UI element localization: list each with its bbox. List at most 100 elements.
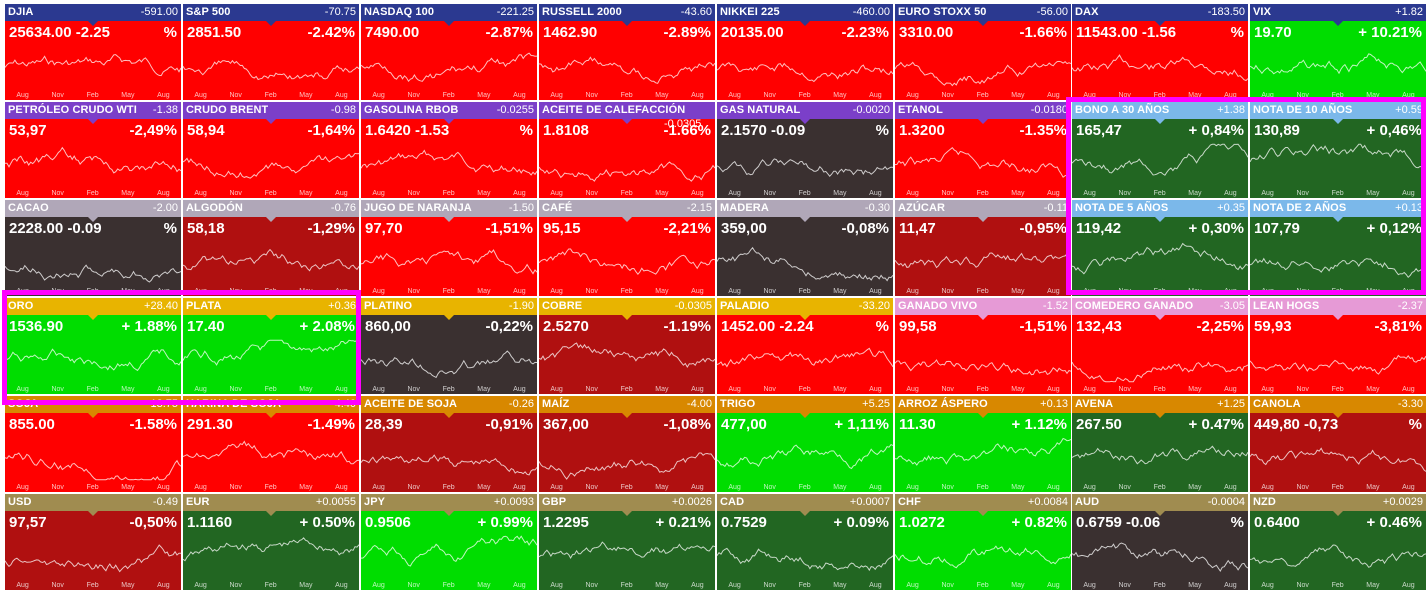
sparkline bbox=[539, 342, 715, 368]
net-change: -56.00 bbox=[1036, 6, 1068, 18]
tile-cobre[interactable]: COBRE -0.0305 2.5270 -1.19% Aug Nov Feb May Aug bbox=[539, 298, 715, 394]
tile-cad[interactable]: CAD +0.0007 0.7529 + 0.09% Aug Nov Feb May Aug bbox=[717, 494, 893, 590]
sparkline-path bbox=[361, 350, 537, 379]
axis-label: Feb bbox=[976, 190, 989, 197]
tile-nikkei-225[interactable]: NIKKEI 225 -460.00 20135.00 -2.23% Aug Nov Feb… bbox=[717, 4, 893, 100]
sparkline bbox=[1250, 354, 1426, 375]
tile-canola[interactable]: CANOLA -3.30 449,80 -0,73% Aug Nov Feb May Aug bbox=[1250, 396, 1426, 492]
axis-label: Nov bbox=[763, 92, 776, 99]
tile-header: PLATINO -1.90 bbox=[361, 298, 537, 315]
tile-cacao[interactable]: CACAO -2.00 2228.00 -0.09% Aug Nov Feb May Aug bbox=[5, 200, 181, 296]
axis-label: Nov bbox=[51, 484, 64, 491]
percent-change: -0,95% bbox=[1019, 220, 1067, 237]
tile-gbp[interactable]: GBP +0.0026 1.2295 + 0.21% Aug Nov Feb May Aug bbox=[539, 494, 715, 590]
axis-label: Feb bbox=[264, 582, 277, 589]
tile-aud[interactable]: AUD -0.0004 0.6759 -0.06% Aug Nov Feb May Aug bbox=[1072, 494, 1248, 590]
tile-paladio[interactable]: PALADIO -33.20 1452.00 -2.24% Aug Nov Feb May A… bbox=[717, 298, 893, 394]
axis-label: Aug bbox=[1261, 190, 1274, 197]
axis-label: Feb bbox=[86, 582, 99, 589]
tile-djia[interactable]: DJIA -591.00 25634.00 -2.25% Aug Nov Feb May Au… bbox=[5, 4, 181, 100]
tile-jpy[interactable]: JPY +0.0093 0.9506 + 0.99% Aug Nov Feb May Aug bbox=[361, 494, 537, 590]
tile-oro[interactable]: ORO +28.40 1536.90 + 1.88% Aug Nov Feb May Aug bbox=[5, 298, 181, 394]
time-axis: Aug Nov Feb May Aug bbox=[1250, 385, 1426, 394]
tile-platino[interactable]: PLATINO -1.90 860,00 -0,22% Aug Nov Feb May Aug bbox=[361, 298, 537, 394]
tile-trigo[interactable]: TRIGO +5.25 477,00 + 1,11% Aug Nov Feb May Aug bbox=[717, 396, 893, 492]
tile-crudo-brent[interactable]: CRUDO BRENT -0.98 58,94 -1,64% Aug Nov Feb May A… bbox=[183, 102, 359, 198]
header-notch bbox=[978, 21, 988, 26]
axis-label: Feb bbox=[442, 288, 455, 295]
axis-label: Feb bbox=[442, 386, 455, 393]
last-price: 3310.00 bbox=[899, 24, 954, 41]
axis-label: Aug bbox=[1224, 386, 1237, 393]
tile-cafe[interactable]: CAFÉ -2.15 95,15 -2,21% Aug Nov Feb May Aug bbox=[539, 200, 715, 296]
tile-gasolina-rbob[interactable]: GASOLINA RBOB -0.0255 1.6420 -1.53% Aug Nov F… bbox=[361, 102, 537, 198]
tile-algodon[interactable]: ALGODÓN -0.76 58,18 -1,29% Aug Nov Feb May Aug bbox=[183, 200, 359, 296]
time-axis: Aug Nov Feb May Aug bbox=[1072, 385, 1248, 394]
last-price: 130,89 bbox=[1254, 122, 1300, 139]
tile-header: PALADIO -33.20 bbox=[717, 298, 893, 315]
tile-gas-natural[interactable]: GAS NATURAL -0.0020 2.1570 -0.09% Aug Nov Feb… bbox=[717, 102, 893, 198]
axis-label: May bbox=[1366, 92, 1380, 99]
tile-nota-de-2-anos[interactable]: NOTA DE 2 AÑOS +0.13 107,79 + 0,12% Aug Nov Fe… bbox=[1250, 200, 1426, 296]
last-price: 11,47 bbox=[899, 220, 936, 237]
instrument-name: GANADO VIVO bbox=[898, 300, 978, 312]
axis-label: Aug bbox=[1047, 386, 1060, 393]
tile-bono-a-30-anos[interactable]: BONO A 30 AÑOS +1.38 165,47 + 0,84% Aug Nov Fe… bbox=[1072, 102, 1248, 198]
axis-label: May bbox=[655, 386, 669, 393]
net-change: +28.40 bbox=[144, 300, 178, 312]
net-change: -3.30 bbox=[1397, 398, 1423, 410]
tile-eur[interactable]: EUR +0.0055 1.1160 + 0.50% Aug Nov Feb May Aug bbox=[183, 494, 359, 590]
tile-sandp-500[interactable]: S&P 500 -70.75 2851.50 -2.42% Aug Nov Feb May Au… bbox=[183, 4, 359, 100]
tile-avena[interactable]: AVENA +1.25 267.50 + 0.47% Aug Nov Feb May Aug bbox=[1072, 396, 1248, 492]
axis-label: May bbox=[1366, 288, 1380, 295]
tile-dax[interactable]: DAX -183.50 11543.00 -1.56% Aug Nov Feb May Aug bbox=[1072, 4, 1248, 100]
percent-change: -0,22% bbox=[485, 318, 533, 335]
last-price: 58,18 bbox=[187, 220, 225, 237]
tile-azucar[interactable]: AZÚCAR -0.11 11,47 -0,95% Aug Nov Feb May Aug bbox=[895, 200, 1071, 296]
tile-etanol[interactable]: ETANOL -0.0180 1.3200 -1.35% Aug Nov Feb May Aug bbox=[895, 102, 1071, 198]
last-price: 2.1570 -0.09 bbox=[721, 122, 806, 139]
sparkline-path bbox=[895, 60, 1071, 87]
tile-nota-de-10-anos[interactable]: NOTA DE 10 AÑOS +0.59 130,89 + 0,46% Aug Nov F… bbox=[1250, 102, 1426, 198]
tile-maiz[interactable]: MAÍZ -4.00 367,00 -1,08% Aug Nov Feb May Aug bbox=[539, 396, 715, 492]
header-notch bbox=[978, 119, 988, 124]
axis-label: May bbox=[477, 582, 491, 589]
time-axis: Aug Nov Feb May Aug bbox=[895, 287, 1071, 296]
last-price: 132,43 bbox=[1076, 318, 1122, 335]
percent-change: + 1.12% bbox=[1011, 416, 1067, 433]
tile-jugo-de-naranja[interactable]: JUGO DE NARANJA -1.50 97,70 -1,51% Aug Nov Feb… bbox=[361, 200, 537, 296]
tile-nasdaq-100[interactable]: NASDAQ 100 -221.25 7490.00 -2.87% Aug Nov Feb M… bbox=[361, 4, 537, 100]
tile-aceite-de-calefaccion[interactable]: ACEITE DE CALEFACCIÓN 1.8108 -1.66% -0.0305… bbox=[539, 102, 715, 198]
tile-russell-2000[interactable]: RUSSELL 2000 -43.60 1462.90 -2.89% Aug Nov Feb… bbox=[539, 4, 715, 100]
last-price: 1.1160 bbox=[187, 514, 233, 531]
tile-madera[interactable]: MADERA -0.30 359,00 -0,08% Aug Nov Feb May Aug bbox=[717, 200, 893, 296]
axis-label: Feb bbox=[620, 484, 633, 491]
tile-arroz-aspero[interactable]: ARROZ ÁSPERO +0.13 11.30 + 1.12% Aug Nov Feb Ma… bbox=[895, 396, 1071, 492]
sparkline-path bbox=[717, 246, 893, 282]
sparkline-path bbox=[717, 347, 893, 368]
net-change: -2.15 bbox=[686, 202, 712, 214]
tile-usd[interactable]: USD -0.49 97,57 -0,50% Aug Nov Feb May Aug bbox=[5, 494, 181, 590]
header-notch bbox=[444, 21, 454, 26]
sparkline-path bbox=[5, 544, 181, 573]
tile-lean-hogs[interactable]: LEAN HOGS -2.37 59,93 -3,81% Aug Nov Feb May Aug bbox=[1250, 298, 1426, 394]
net-change: +0.0093 bbox=[493, 496, 534, 508]
tile-vix[interactable]: VIX +1.82 19.70 + 10.21% Aug Nov Feb May Aug bbox=[1250, 4, 1426, 100]
axis-label: Aug bbox=[1083, 190, 1096, 197]
tile-harina-de-soja[interactable]: HARINA DE SOJA -4.40 291.30 -1.49% Aug Nov Feb… bbox=[183, 396, 359, 492]
tile-chf[interactable]: CHF +0.0084 1.0272 + 0.82% Aug Nov Feb May Aug bbox=[895, 494, 1071, 590]
percent-change: -1,64% bbox=[307, 122, 355, 139]
tile-aceite-de-soja[interactable]: ACEITE DE SOJA -0.26 28,39 -0,91% Aug Nov Feb M… bbox=[361, 396, 537, 492]
tile-comedero-ganado[interactable]: COMEDERO GANADO -3.05 132,43 -2,25% Aug Nov Fe… bbox=[1072, 298, 1248, 394]
sparkline bbox=[717, 246, 893, 282]
instrument-name: CAD bbox=[720, 496, 745, 508]
instrument-name: HARINA DE SOJA bbox=[186, 398, 282, 410]
tile-soja[interactable]: SOJA -13.75 855.00 -1.58% Aug Nov Feb May Aug bbox=[5, 396, 181, 492]
tile-petroleo-crudo-wti[interactable]: PETRÓLEO CRUDO WTI -1.38 53,97 -2,49% Aug Nov… bbox=[5, 102, 181, 198]
tile-nota-de-5-anos[interactable]: NOTA DE 5 AÑOS +0.35 119,42 + 0,30% Aug Nov Fe… bbox=[1072, 200, 1248, 296]
tile-plata[interactable]: PLATA +0.36 17.40 + 2.08% Aug Nov Feb May Aug bbox=[183, 298, 359, 394]
axis-label: Feb bbox=[1331, 92, 1344, 99]
tile-ganado-vivo[interactable]: GANADO VIVO -1.52 99,58 -1,51% Aug Nov Feb May A… bbox=[895, 298, 1071, 394]
tile-nzd[interactable]: NZD +0.0029 0.6400 + 0.46% Aug Nov Feb May Aug bbox=[1250, 494, 1426, 590]
tile-euro-stoxx-50[interactable]: EURO STOXX 50 -56.00 3310.00 -1.66% Aug Nov Fe… bbox=[895, 4, 1071, 100]
